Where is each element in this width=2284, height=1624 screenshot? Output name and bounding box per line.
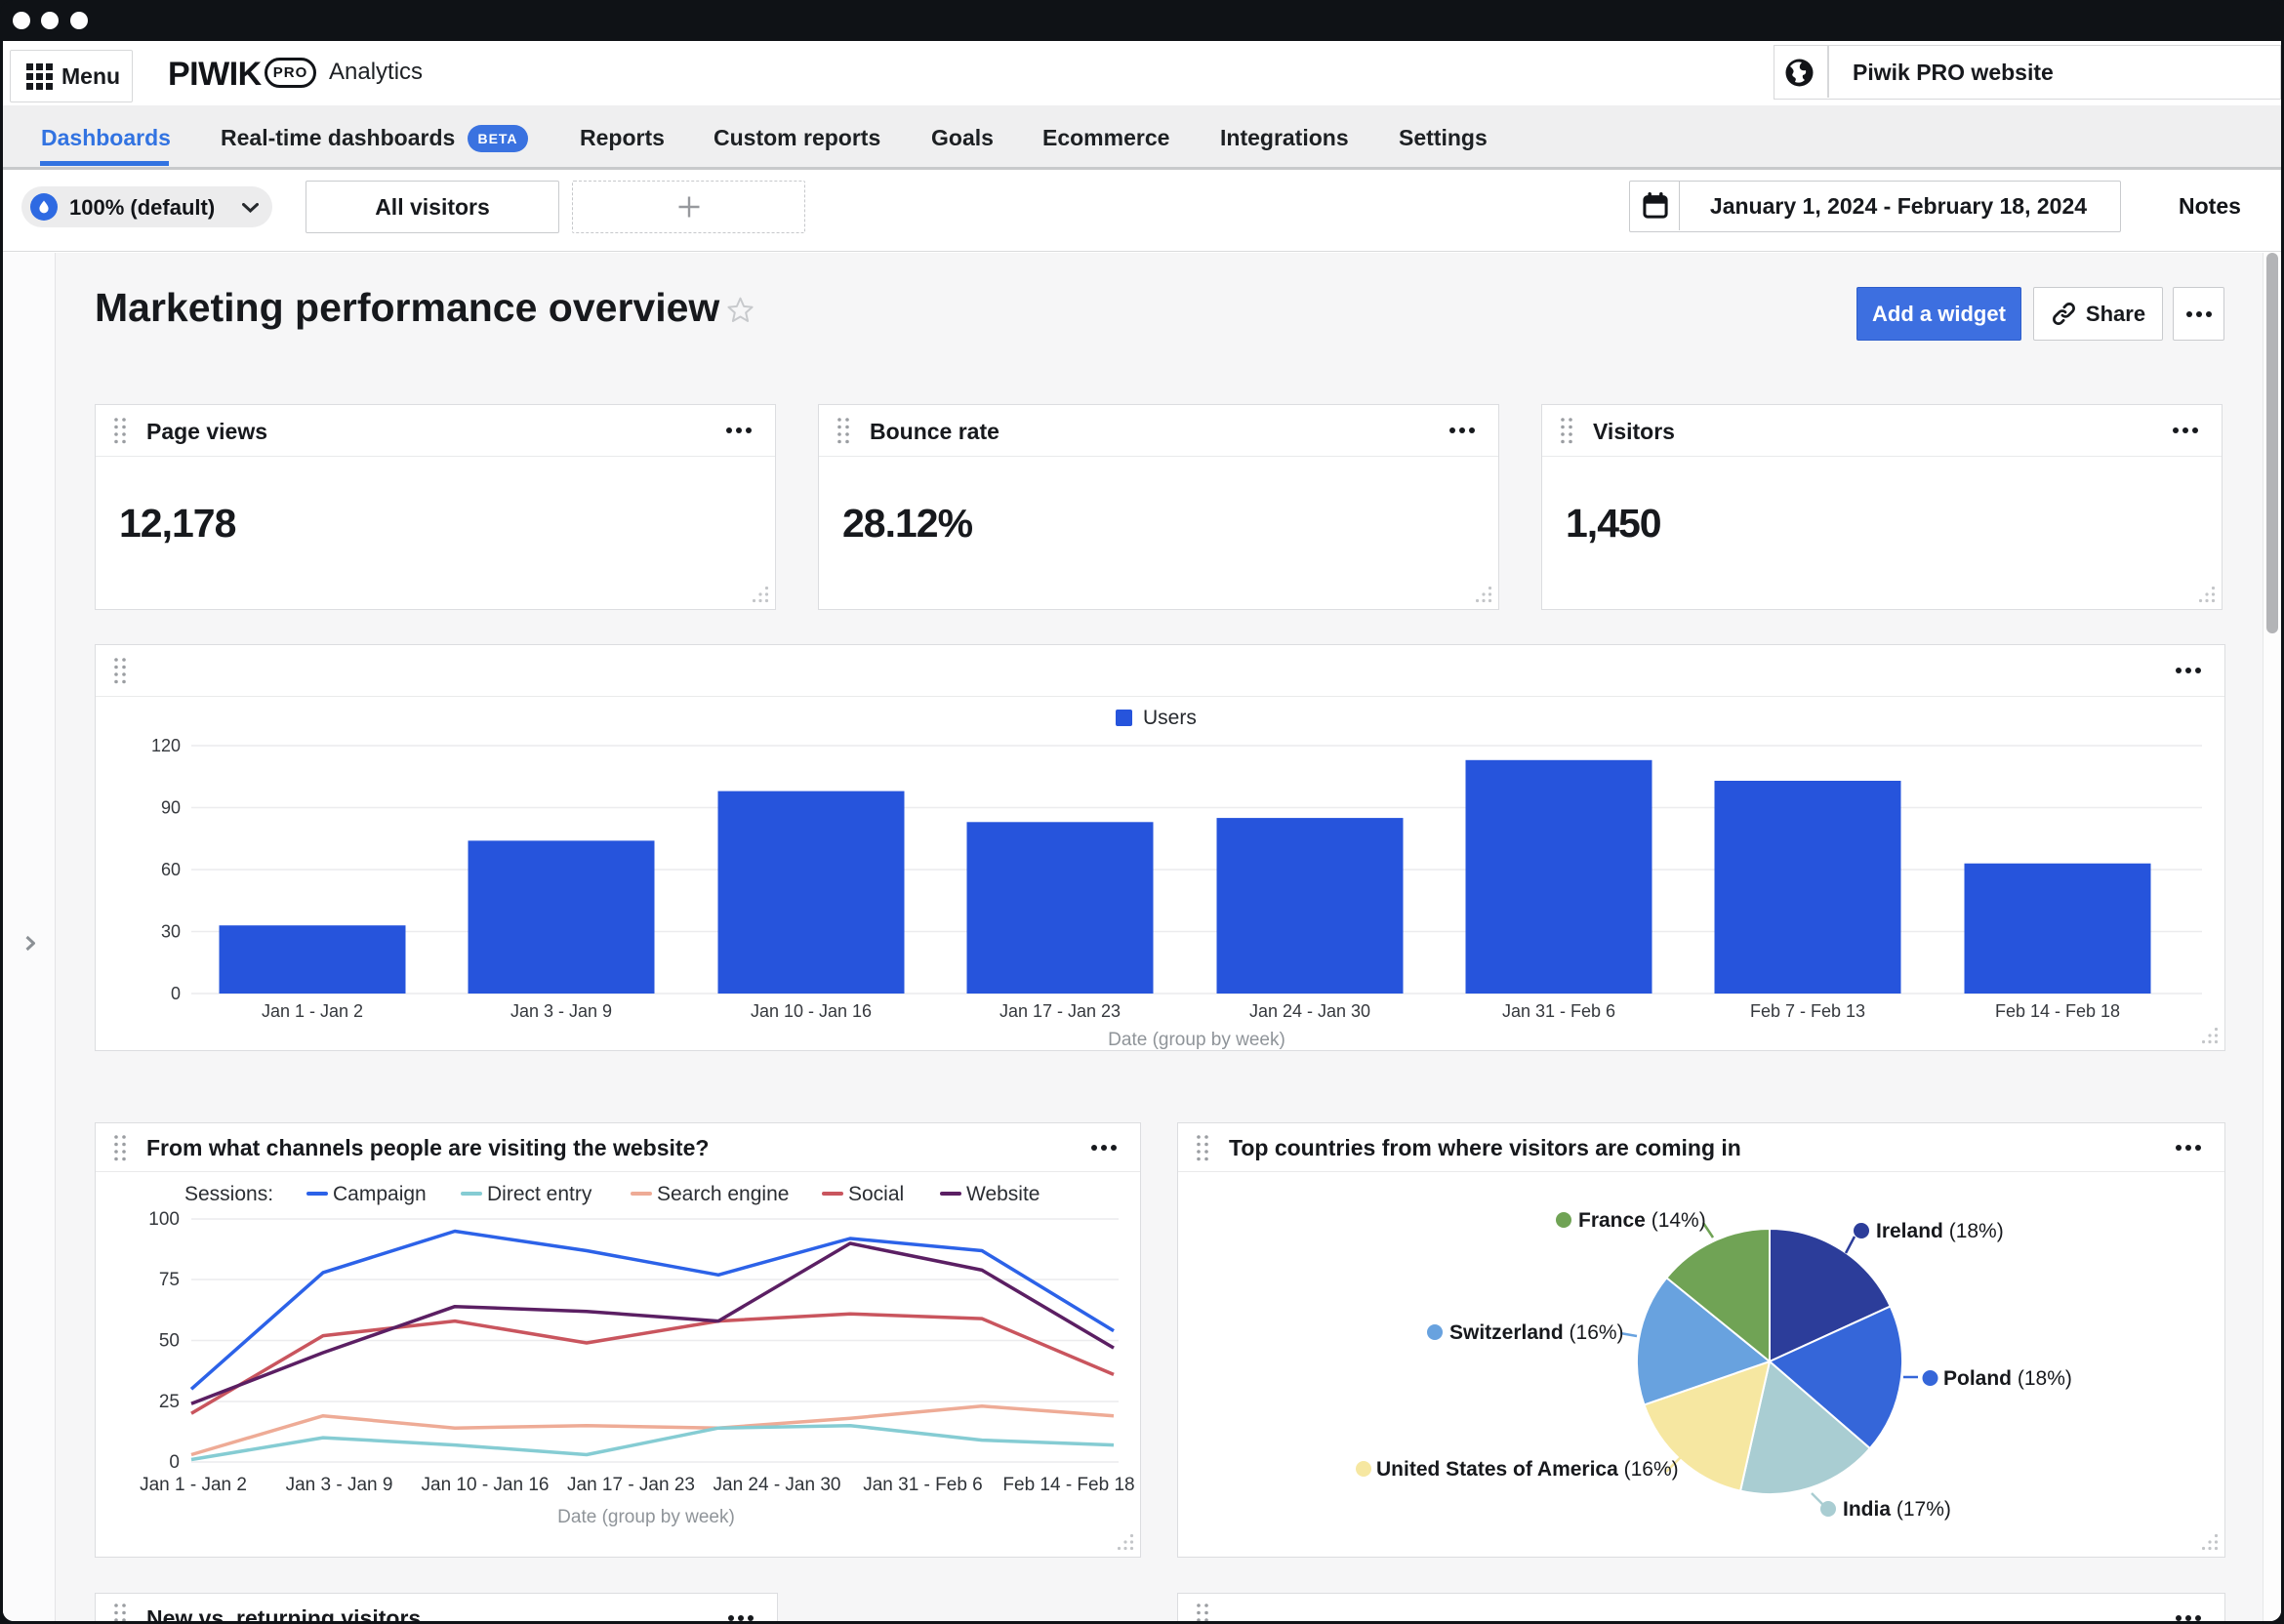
svg-text:Jan 31 - Feb 6: Jan 31 - Feb 6	[1502, 1001, 1615, 1021]
svg-text:Date (group by week): Date (group by week)	[557, 1507, 735, 1527]
svg-text:Direct entry: Direct entry	[487, 1183, 592, 1205]
svg-text:120: 120	[151, 736, 181, 755]
svg-text:Jan 17 - Jan 23: Jan 17 - Jan 23	[567, 1475, 695, 1495]
svg-text:Jan 10 - Jan 16: Jan 10 - Jan 16	[422, 1475, 550, 1495]
svg-text:60: 60	[161, 860, 181, 879]
svg-text:Poland (18%): Poland (18%)	[1943, 1367, 2072, 1390]
svg-text:0: 0	[171, 984, 181, 1003]
svg-text:India (17%): India (17%)	[1843, 1498, 1951, 1521]
svg-text:50: 50	[159, 1331, 180, 1352]
svg-text:Jan 24 - Jan 30: Jan 24 - Jan 30	[1249, 1001, 1370, 1021]
svg-text:Sessions:: Sessions:	[184, 1183, 273, 1205]
svg-text:Jan 3 - Jan 9: Jan 3 - Jan 9	[510, 1001, 612, 1021]
svg-text:Feb 7 - Feb 13: Feb 7 - Feb 13	[1750, 1001, 1865, 1021]
svg-text:Jan 3 - Jan 9: Jan 3 - Jan 9	[286, 1475, 393, 1495]
svg-text:Date (group by week): Date (group by week)	[1108, 1030, 1285, 1050]
svg-text:Jan 10 - Jan 16: Jan 10 - Jan 16	[751, 1001, 872, 1021]
svg-text:0: 0	[169, 1452, 180, 1473]
svg-text:Feb 14 - Feb 18: Feb 14 - Feb 18	[1995, 1001, 2120, 1021]
svg-text:Jan 1 - Jan 2: Jan 1 - Jan 2	[140, 1475, 247, 1495]
svg-text:Campaign: Campaign	[333, 1183, 427, 1205]
svg-text:Jan 17 - Jan 23: Jan 17 - Jan 23	[999, 1001, 1121, 1021]
svg-text:Jan 24 - Jan 30: Jan 24 - Jan 30	[714, 1475, 841, 1495]
svg-text:Switzerland (16%): Switzerland (16%)	[1449, 1321, 1624, 1344]
svg-text:Search engine: Search engine	[657, 1183, 789, 1205]
svg-text:Website: Website	[966, 1183, 1040, 1205]
svg-text:France (14%): France (14%)	[1578, 1209, 1706, 1232]
svg-text:30: 30	[161, 922, 181, 942]
svg-text:25: 25	[159, 1392, 180, 1412]
svg-text:Social: Social	[848, 1183, 904, 1205]
svg-text:Ireland (18%): Ireland (18%)	[1876, 1220, 2004, 1242]
svg-text:Users: Users	[1143, 707, 1197, 729]
svg-text:Jan 31 - Feb 6: Jan 31 - Feb 6	[863, 1475, 983, 1495]
svg-text:90: 90	[161, 798, 181, 818]
svg-text:Feb 14 - Feb 18: Feb 14 - Feb 18	[1002, 1475, 1134, 1495]
svg-text:United States of America (16%): United States of America (16%)	[1376, 1458, 1679, 1481]
svg-text:Jan 1 - Jan 2: Jan 1 - Jan 2	[262, 1001, 363, 1021]
svg-text:75: 75	[159, 1270, 180, 1290]
svg-text:100: 100	[148, 1209, 180, 1230]
